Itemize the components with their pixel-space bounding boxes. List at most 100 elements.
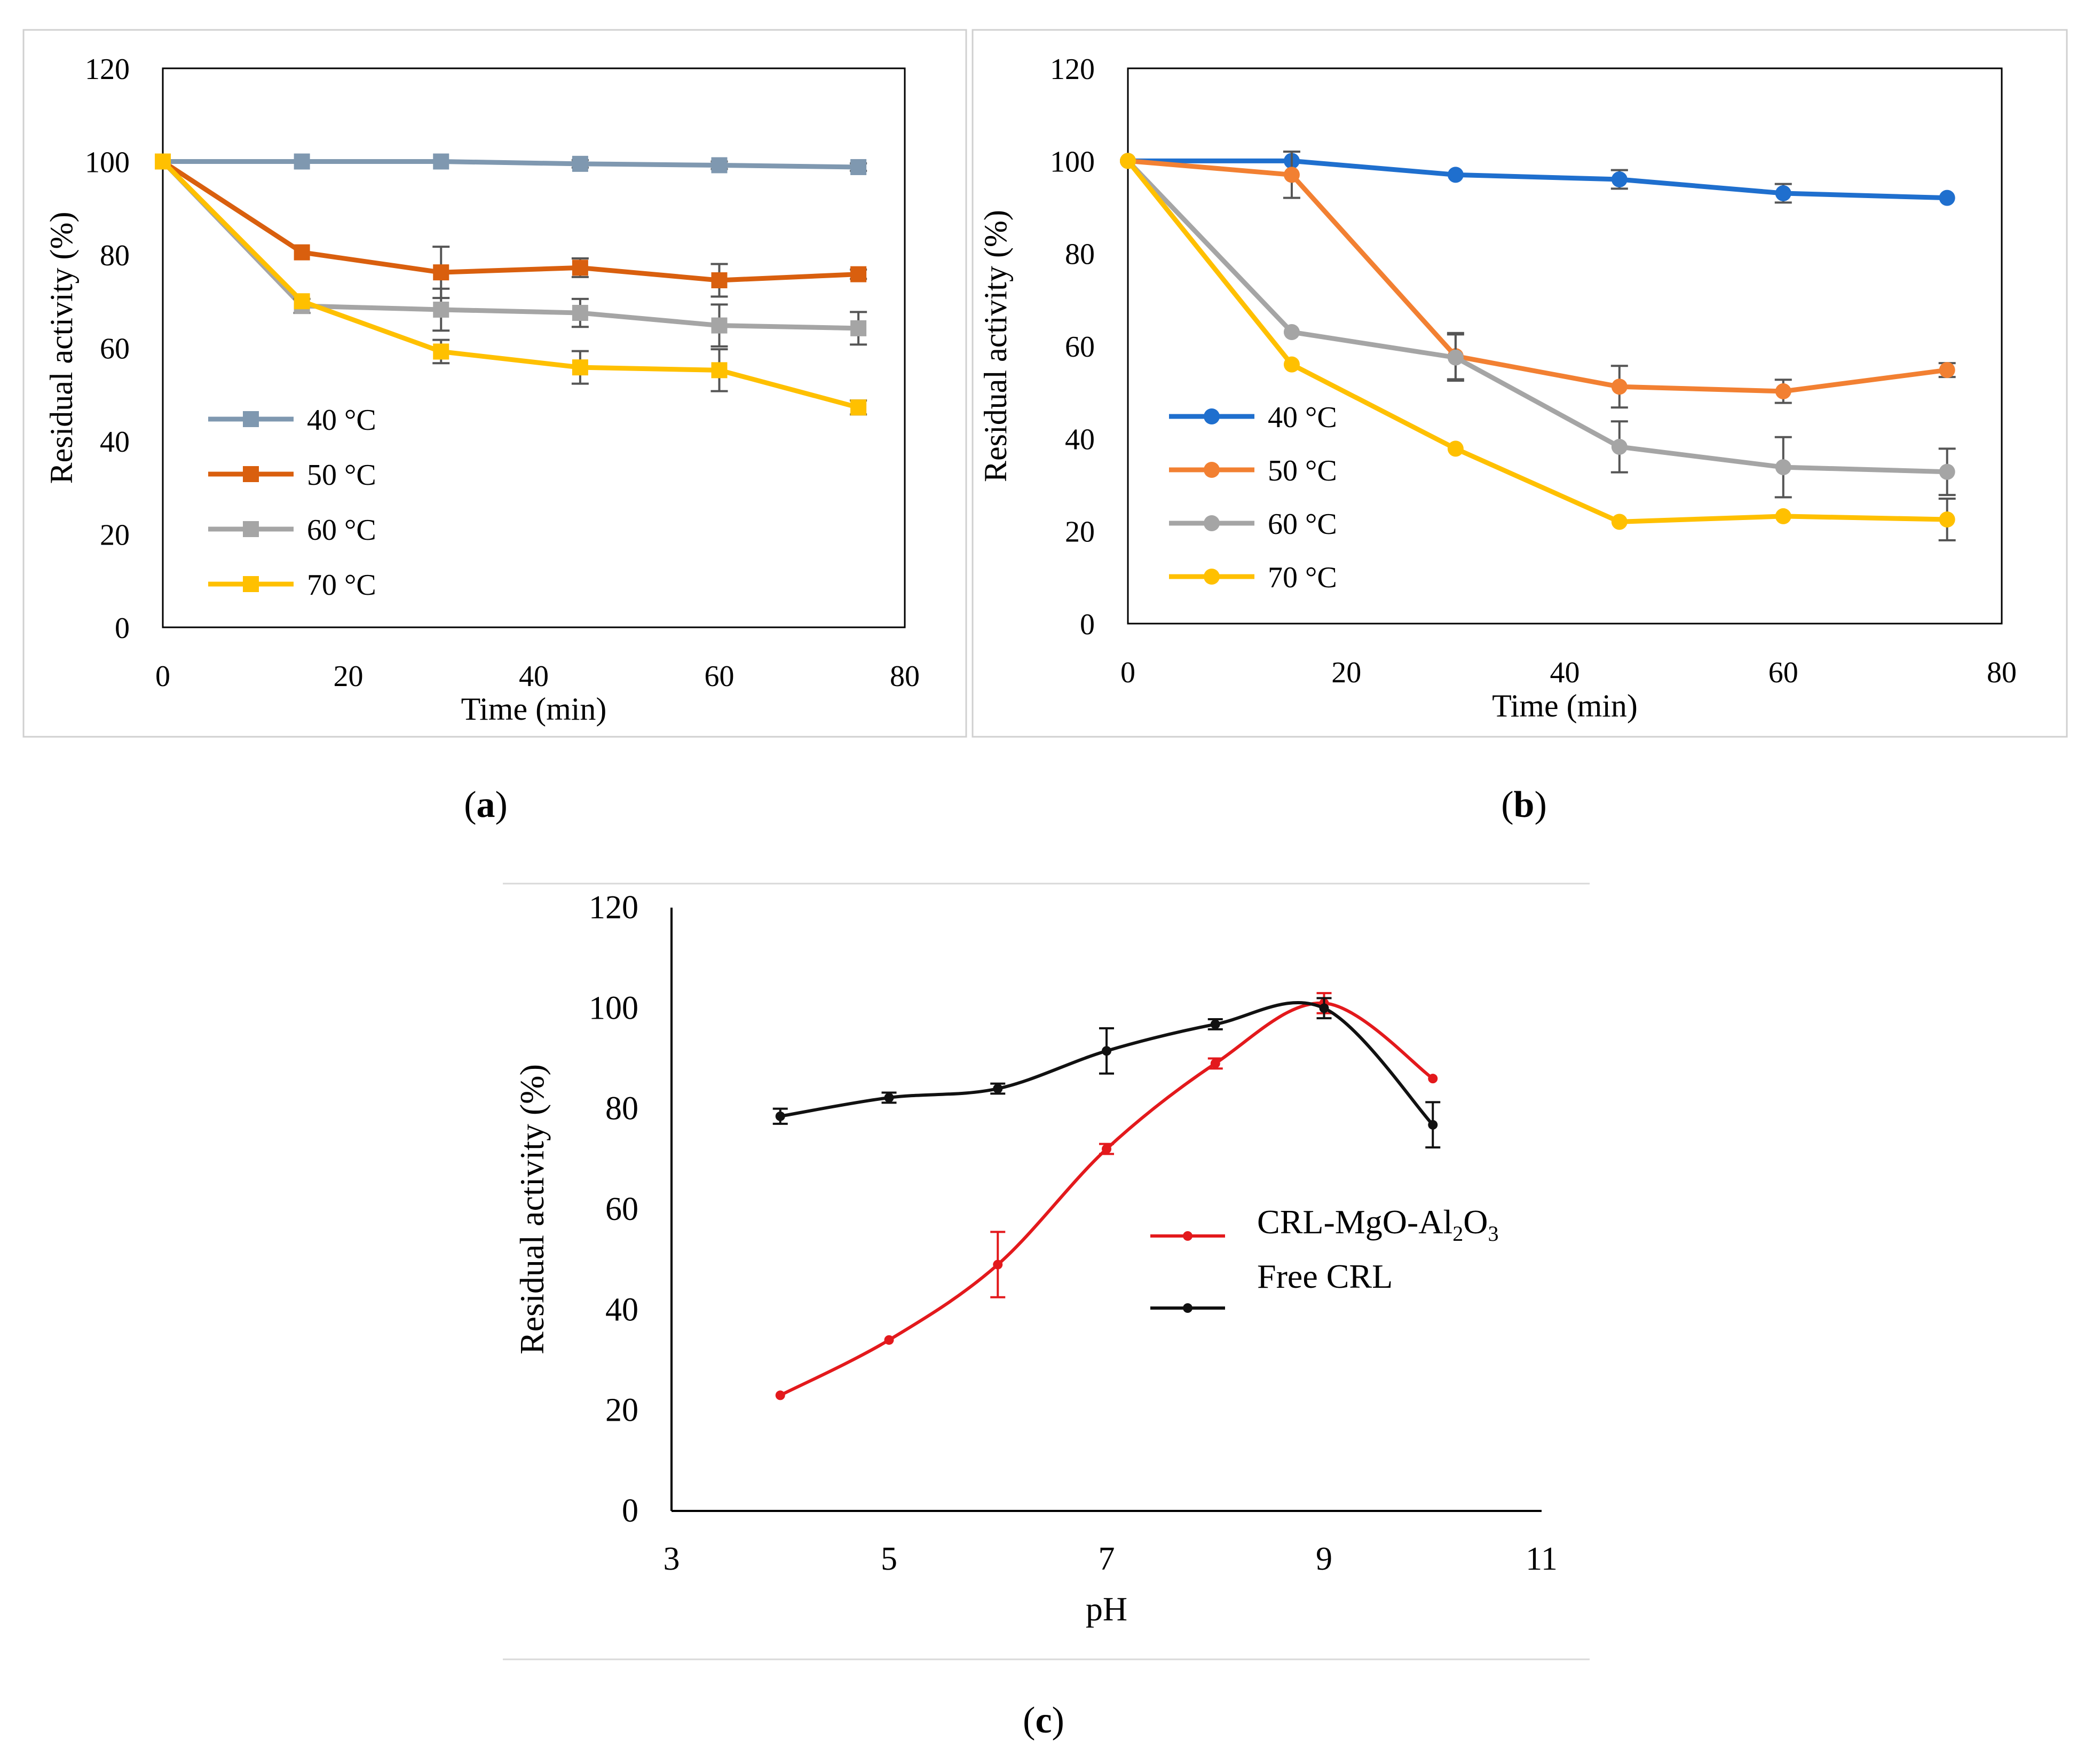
y-tick-label: 20: [605, 1392, 638, 1429]
data-point: [1428, 1074, 1438, 1084]
x-tick-label: 40: [519, 660, 549, 693]
x-tick-label: 3: [664, 1541, 680, 1577]
caption-part: ): [1534, 784, 1546, 825]
x-tick-label: 40: [1550, 656, 1580, 689]
data-point: [433, 153, 449, 170]
chart-panel-b: 0 20 40 60 80 100 120 0 20 40 60 80 Residual activit…: [972, 29, 2068, 738]
data-point: [850, 159, 867, 175]
y-tick-label: 80: [100, 239, 130, 272]
data-point: [850, 266, 867, 282]
legend-marker: [1204, 515, 1220, 531]
data-point: [1102, 1144, 1111, 1154]
y-tick-label: 100: [589, 990, 638, 1026]
chart-panel-c: 0 20 40 60 80 100 120 3 5 7 9 11 Residual activity (…: [503, 883, 1590, 1660]
series-b-2: [1120, 153, 1956, 499]
caption-part: ): [1052, 1700, 1064, 1741]
data-point: [1447, 349, 1464, 366]
data-point: [884, 1092, 894, 1102]
legend-entry: 70 °C: [1169, 561, 1337, 594]
legend-entry: 60 °C: [1169, 508, 1337, 541]
legend-marker: [1183, 1231, 1192, 1241]
y-tick-label: 120: [85, 53, 130, 86]
legend-marker: [243, 466, 259, 482]
chart-frame-a: [22, 29, 967, 738]
legend-marker: [1204, 462, 1220, 478]
y-tick-label: 40: [1065, 423, 1095, 456]
y-tick-label: 0: [622, 1493, 638, 1529]
caption-part: a: [477, 784, 495, 825]
data-point: [1775, 383, 1791, 399]
data-point: [850, 320, 867, 336]
legend-label: 60 °C: [1268, 508, 1337, 541]
legend-entry: Free CRL: [1150, 1257, 1393, 1313]
data-point: [155, 153, 171, 170]
x-tick-label: 20: [1331, 656, 1361, 689]
legend-entry: 50 °C: [1169, 454, 1337, 487]
y-tick-label: 0: [1080, 608, 1095, 641]
panel-captions: (a) (b)(c): [464, 784, 1547, 1741]
x-tick-label: 7: [1099, 1541, 1115, 1577]
legend-entry: 70 °C: [208, 569, 376, 602]
x-tick-label: 80: [890, 660, 920, 693]
legend-label: 50 °C: [1268, 454, 1337, 487]
y-tick-label: 60: [605, 1191, 638, 1227]
data-point: [572, 155, 588, 172]
x-axis-title: pH: [1086, 1590, 1127, 1628]
legend-label: 40 °C: [1268, 401, 1337, 434]
legend-label: 40 °C: [307, 404, 376, 437]
data-point: [1775, 185, 1791, 201]
data-point: [1210, 1019, 1220, 1029]
data-point: [294, 153, 310, 170]
y-tick-label: 20: [100, 519, 130, 552]
x-tick-label: 9: [1316, 1541, 1332, 1577]
legend-marker: [1183, 1303, 1192, 1313]
x-axis-title: Time (min): [461, 691, 607, 727]
legend-label: 50 °C: [307, 459, 376, 492]
series-line: [1128, 158, 1947, 201]
data-point: [1210, 1058, 1220, 1068]
data-point: [1283, 167, 1300, 183]
legend-label: CRL-MgO-Al2O3: [1257, 1203, 1498, 1246]
series-a-0: [155, 153, 867, 175]
y-tick-label: 20: [1065, 516, 1095, 549]
data-point: [1319, 1003, 1329, 1013]
legend-marker: [1204, 408, 1220, 424]
series-b-0: [1120, 153, 1955, 206]
legend-label-part: 2: [1452, 1222, 1463, 1246]
legend-label-part: O: [1463, 1203, 1488, 1241]
data-point: [1611, 379, 1628, 395]
series-line: [163, 159, 859, 170]
caption-part: (: [1023, 1700, 1035, 1741]
plot-area-b: [1127, 67, 2003, 625]
series-b-1: [1120, 151, 1956, 409]
data-point: [1447, 167, 1464, 183]
data-point: [1611, 438, 1628, 455]
data-point: [1775, 459, 1791, 476]
panel-caption-c: (c): [1023, 1700, 1064, 1741]
data-point: [294, 244, 310, 261]
data-point: [1120, 153, 1136, 169]
x-tick-label: 80: [1987, 656, 2017, 689]
data-point: [294, 293, 310, 310]
x-tick-label: 0: [1120, 656, 1135, 689]
data-point: [1428, 1120, 1438, 1130]
y-axis-title: Residual activity (%): [513, 1064, 551, 1354]
series-a-1: [155, 153, 867, 300]
data-point: [1939, 362, 1955, 379]
x-tick-label: 60: [705, 660, 735, 693]
legend-label: Free CRL: [1257, 1257, 1393, 1295]
series-line: [161, 160, 859, 410]
y-axis-title: Residual activity (%): [978, 210, 1013, 482]
y-axis-title: Residual activity (%): [44, 212, 79, 484]
x-tick-label: 11: [1526, 1541, 1558, 1577]
data-point: [711, 362, 728, 379]
chart-panel-a: 0 20 40 60 80 100 120 0 20 40 60 80 Residual activit…: [22, 29, 967, 738]
legend-marker: [243, 411, 259, 427]
legend-entry: 50 °C: [208, 459, 376, 492]
data-point: [993, 1084, 1003, 1093]
x-tick-label: 5: [881, 1541, 897, 1577]
series-line: [1126, 159, 1947, 475]
data-point: [775, 1111, 785, 1121]
y-tick-label: 100: [1050, 145, 1095, 178]
